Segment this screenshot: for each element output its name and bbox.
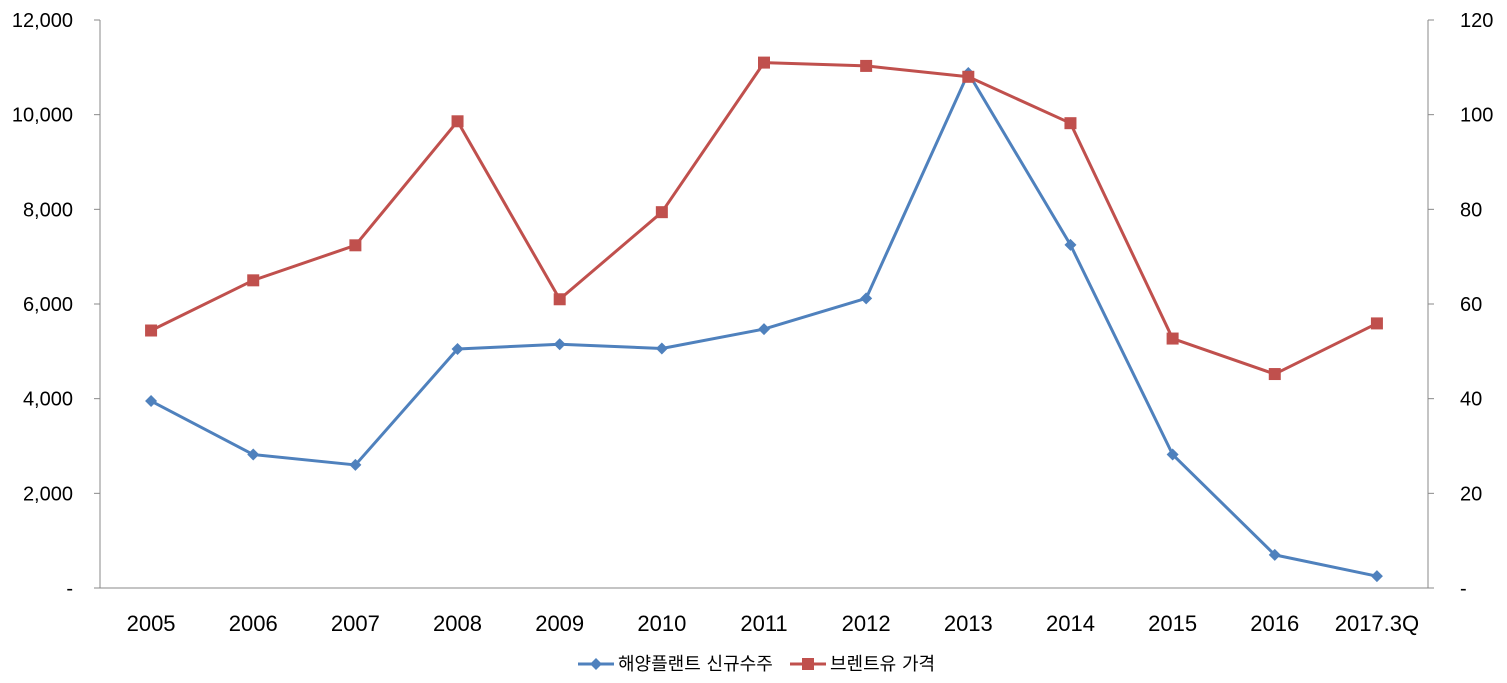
y-right-tick-label: 80 <box>1460 199 1482 221</box>
legend-label: 브렌트유 가격 <box>830 654 935 675</box>
y-right-tick-label: 40 <box>1460 389 1482 411</box>
data-point-diamond <box>349 458 362 471</box>
data-point-square <box>349 239 362 252</box>
x-tick-label: 2010 <box>637 611 686 636</box>
y-right-tick-label: 120 <box>1460 10 1493 32</box>
data-point-square <box>1064 117 1077 130</box>
y-left-tick-label: 2,000 <box>23 483 73 505</box>
data-point-diamond <box>655 342 668 355</box>
data-point-square <box>451 115 464 128</box>
x-tick-label: 2006 <box>229 611 278 636</box>
data-point-diamond <box>758 323 770 336</box>
data-point-diamond <box>1064 238 1077 251</box>
data-point-diamond <box>1268 548 1281 561</box>
y-left-tick-label: 4,000 <box>23 389 73 411</box>
data-point-square <box>1268 368 1281 381</box>
data-point-diamond <box>1370 570 1383 583</box>
data-point-square <box>247 274 260 287</box>
x-tick-label: 2011 <box>740 611 787 636</box>
series-2 <box>145 56 1383 381</box>
x-tick-label: 2014 <box>1046 611 1095 636</box>
y-left-tick-label: - <box>66 578 73 600</box>
data-point-square <box>553 293 566 306</box>
data-point-square <box>758 56 770 69</box>
data-point-square <box>962 70 975 83</box>
axes <box>94 19 1434 589</box>
x-tick-label: 2009 <box>535 611 584 636</box>
data-point-square <box>860 59 873 72</box>
plot-area <box>145 56 1383 583</box>
legend-item: 해양플랜트 신규수주 <box>578 654 773 675</box>
y-left-tick-label: 10,000 <box>12 105 73 127</box>
data-point-diamond <box>451 342 464 355</box>
data-point-diamond <box>860 292 873 305</box>
y-left-tick-label: 6,000 <box>23 294 73 316</box>
data-point-diamond <box>553 338 566 351</box>
legend-marker-diamond <box>590 658 602 670</box>
y-right-tick-label: 20 <box>1460 483 1482 505</box>
legend-item: 브렌트유 가격 <box>790 654 935 675</box>
x-tick-label: 2017.3Q <box>1335 611 1419 636</box>
data-point-diamond <box>247 448 260 461</box>
series-1 <box>145 67 1383 583</box>
data-point-square <box>145 324 158 337</box>
y-left-tick-label: 12,000 <box>12 10 73 32</box>
data-point-diamond <box>1166 448 1179 461</box>
x-tick-label: 2007 <box>331 611 380 636</box>
y-right-tick-label: 60 <box>1460 294 1482 316</box>
data-point-diamond <box>145 395 158 408</box>
x-tick-label: 2008 <box>433 611 482 636</box>
data-point-square <box>655 206 668 219</box>
x-tick-label: 2005 <box>127 611 176 636</box>
y-left-tick-label: 8,000 <box>23 199 73 221</box>
legend-marker-square <box>802 658 814 670</box>
x-tick-label: 2012 <box>842 611 891 636</box>
data-point-square <box>1166 332 1179 345</box>
x-tick-label: 2015 <box>1148 611 1197 636</box>
ticks: - 2,000 4,000 6,000 8,000 10,000 12,000 - 20 40 60… <box>12 10 1494 636</box>
legend-label: 해양플랜트 신규수주 <box>618 654 773 675</box>
y-right-tick-label: - <box>1460 578 1467 600</box>
x-tick-label: 2013 <box>944 611 993 636</box>
y-right-tick-label: 100 <box>1460 105 1493 127</box>
x-tick-label: 2016 <box>1250 611 1299 636</box>
data-point-square <box>1370 317 1383 330</box>
legend: 해양플랜트 신규수주 브렌트유 가격 <box>578 654 935 675</box>
